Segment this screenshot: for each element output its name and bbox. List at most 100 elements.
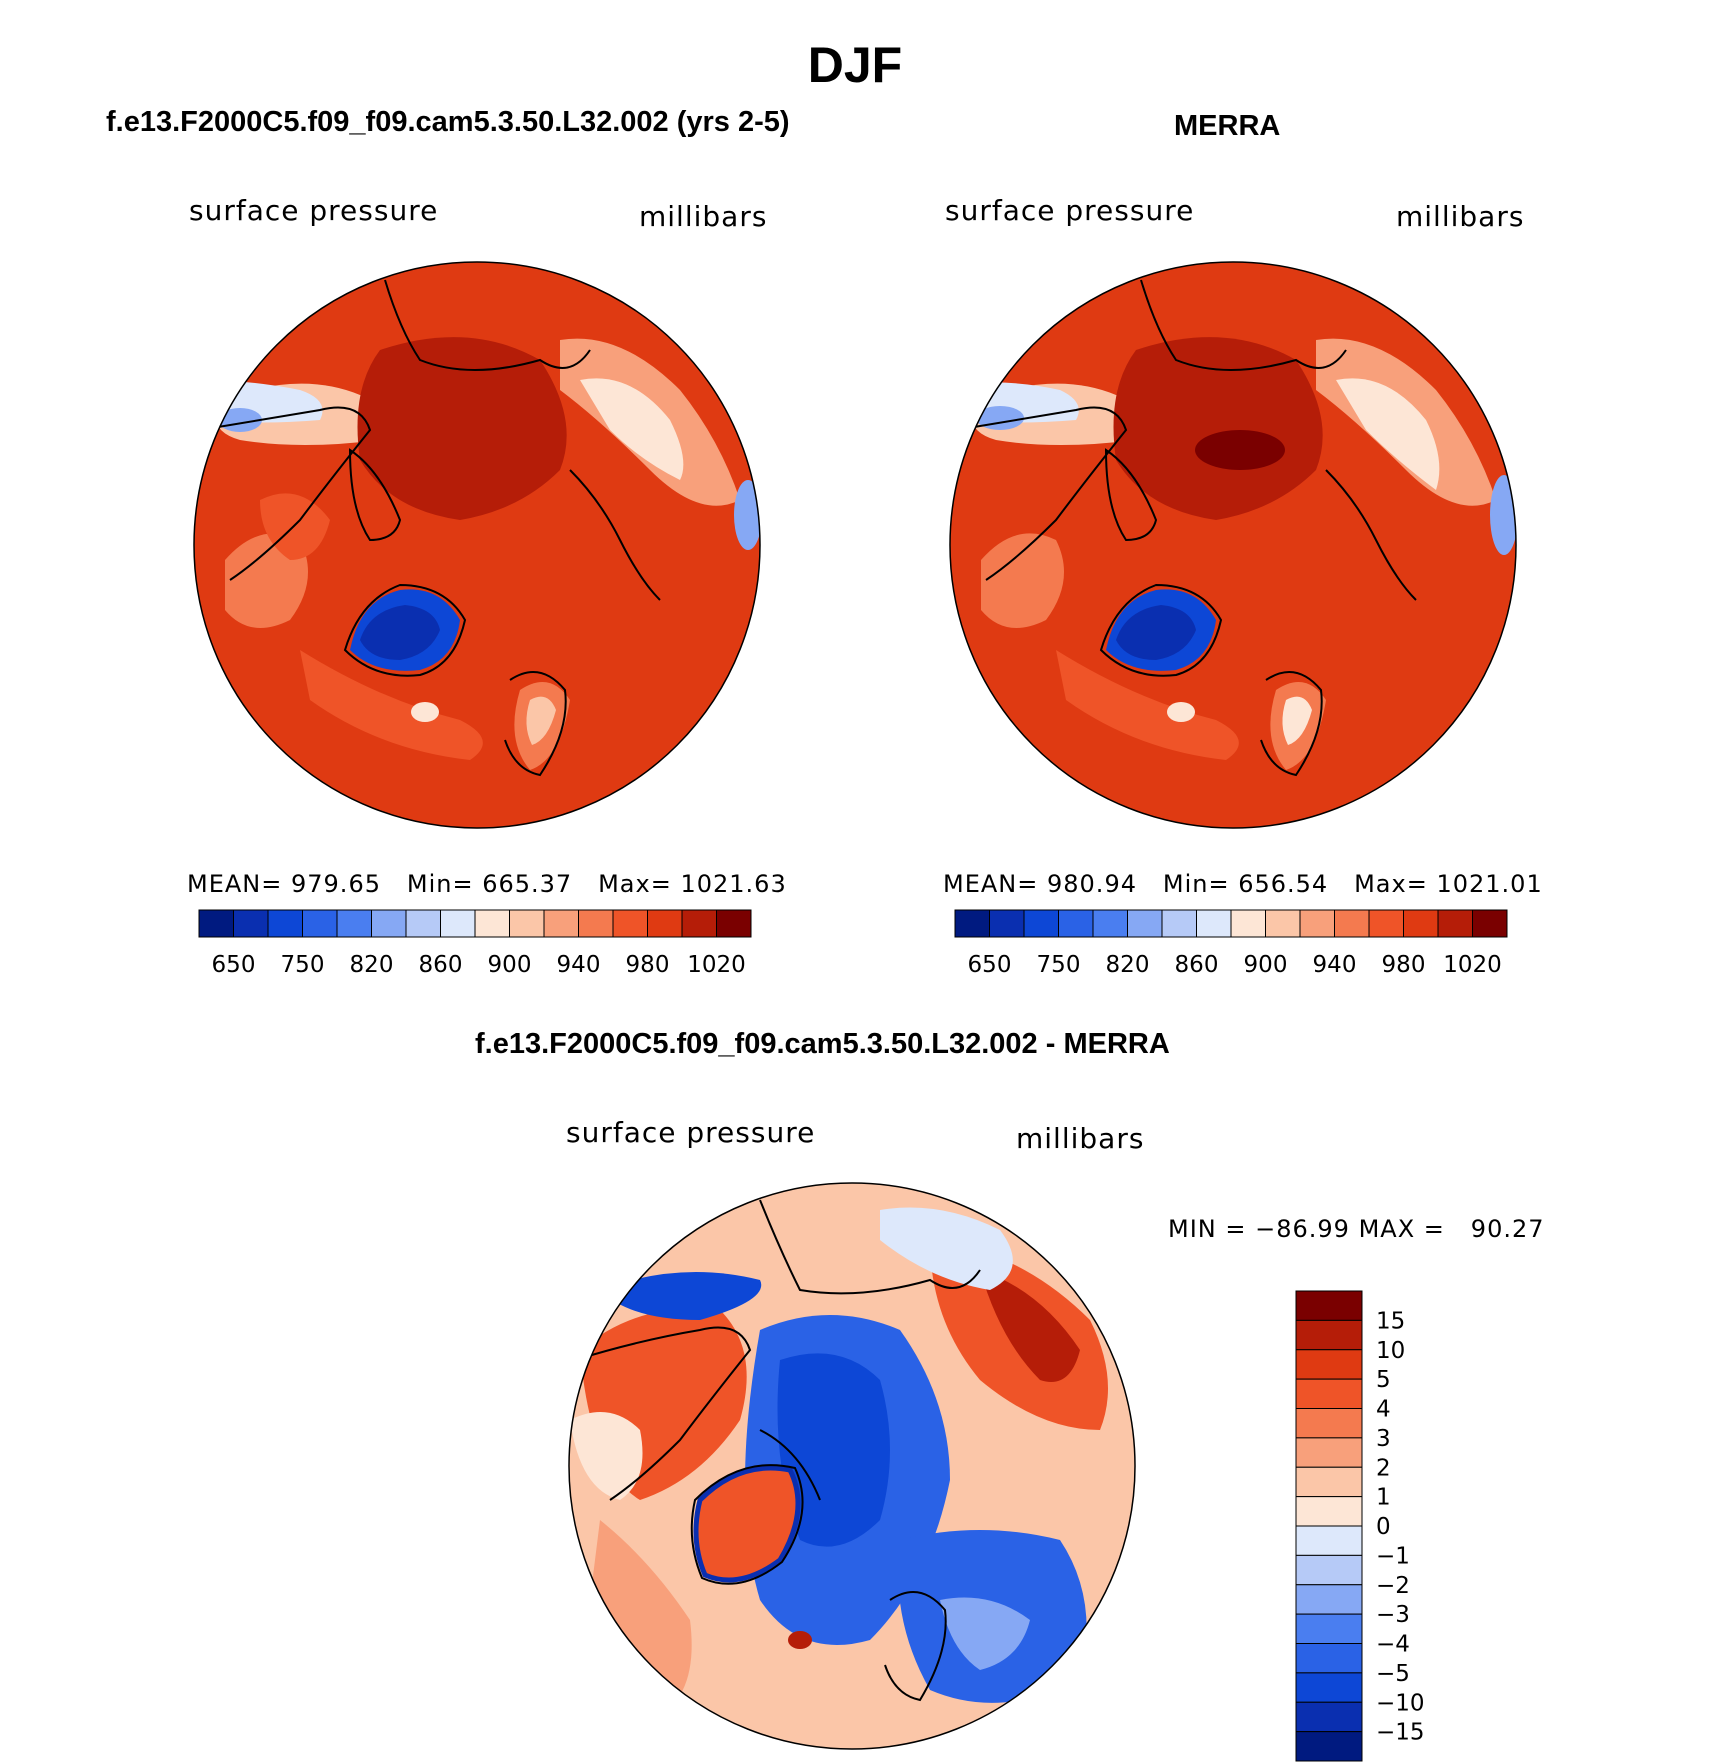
panel-3-colorbar-swatch: [1295, 1701, 1363, 1733]
panel-2-coastline-e: [1325, 469, 1417, 601]
panel-3-colorbar-swatch: [1295, 1584, 1363, 1615]
panel-3-units-label: millibars: [1016, 1122, 1145, 1155]
panel-1-field-label: surface pressure: [189, 194, 439, 227]
panel-3-map: [569, 1183, 1135, 1749]
panel-3-field-label: surface pressure: [566, 1116, 816, 1149]
panel-3-colorbar-tick-label: −5: [1376, 1661, 1410, 1687]
panel-3-pacific-diff: [880, 1207, 1013, 1290]
panel-2-colorbar-swatch: [1058, 909, 1094, 938]
panel-1-colorbar-swatch: [578, 909, 614, 938]
panel-3-colorbar-swatch: [1295, 1378, 1363, 1409]
panel-1-colorbar-swatch: [336, 909, 372, 938]
panel-2-coastline-a: [1104, 448, 1158, 542]
panel-2-colorbar-swatch: [1196, 909, 1232, 938]
panel-3-iceland-diff: [788, 1631, 812, 1649]
panel-2-colorbar-tick-label: 940: [1313, 952, 1357, 978]
panel-1-colorbar-swatch: [267, 909, 303, 938]
panel-3-colorbar-swatch: [1295, 1613, 1363, 1644]
panel-1-colorbar-swatch: [198, 909, 234, 938]
panel-3-stats: MIN = −86.99 MAX = 90.27: [1168, 1215, 1545, 1243]
panel-3-colorbar-swatch: [1295, 1290, 1363, 1321]
panel-3-min-value: −86.99: [1255, 1215, 1350, 1243]
panel-2-min-value: 656.54: [1238, 870, 1329, 898]
panel-3-colorbar-swatch: [1295, 1466, 1363, 1498]
panel-2-title: MERRA: [1174, 110, 1281, 142]
panel-3-colorbar-tick-label: 2: [1376, 1455, 1391, 1481]
panel-2-greenland-core: [1116, 605, 1196, 660]
panel-1-coastline-a: [348, 448, 402, 542]
panel-3-colorbar-swatch: [1295, 1496, 1363, 1527]
panel-1-max-label: Max=: [598, 870, 672, 898]
panel-3-colorbar-swatch: [1295, 1643, 1363, 1674]
panel-1-scandinavia-high: [526, 696, 556, 745]
panel-1-canada-arch: [260, 493, 330, 560]
panel-2-min-label: Min=: [1162, 870, 1230, 898]
panel-3-colorbar-tick-label: 0: [1376, 1514, 1391, 1540]
panel-3-colorbar-tick-label: −1: [1376, 1543, 1410, 1569]
panel-1-stats: MEAN= 979.65 Min= 665.37 Max= 1021.63: [187, 870, 787, 898]
panel-2-field-label: surface pressure: [945, 194, 1195, 227]
panel-2-colorbar-swatch: [954, 909, 990, 938]
panel-1-units-label: millibars: [639, 200, 768, 233]
panel-1-colorbar-swatch: [405, 909, 441, 938]
panel-3-greenland-coast: [690, 1464, 804, 1585]
panel-2-colorbar-swatch: [989, 909, 1025, 938]
panel-2-map-border: [949, 261, 1517, 829]
panel-3-colorbar-tick-label: 1: [1376, 1485, 1391, 1511]
panel-1-colorbar-swatch: [543, 909, 579, 938]
panel-3-colorbar-tick-label: 15: [1376, 1308, 1405, 1334]
panel-3-map-border: [568, 1182, 1136, 1750]
panel-3-colorbar-swatch: [1295, 1672, 1363, 1703]
panel-1-title: f.e13.F2000C5.f09_f09.cam5.3.50.L32.002 …: [106, 106, 790, 138]
panel-2-max-value: 1021.01: [1436, 870, 1543, 898]
panel-1-colorbar-swatch: [509, 909, 545, 938]
panel-3-coastline-a: [759, 1429, 821, 1501]
panel-1-colorbar-swatch: [474, 909, 510, 938]
panel-3-colorbar-tick-label: −2: [1376, 1573, 1410, 1599]
panel-1-mean-label: MEAN=: [187, 870, 283, 898]
panel-1-colorbar-swatch: [440, 909, 476, 938]
panel-1-colorbar-tick-label: 860: [419, 952, 463, 978]
panel-1-max-value: 1021.63: [680, 870, 787, 898]
panel-2-colorbar-swatch: [1127, 909, 1163, 938]
panel-1-colorbar-tick-label: 750: [281, 952, 325, 978]
panel-1-min-label: Min=: [406, 870, 474, 898]
panel-3-colorbar-swatch: [1295, 1437, 1363, 1468]
panel-1-map-border: [193, 261, 761, 829]
panel-1-colorbar-tick-label: 650: [212, 952, 256, 978]
panel-2-colorbar-swatch: [1230, 909, 1266, 938]
panel-2-atlantic-band: [1056, 650, 1239, 760]
panel-3-rockies-max: [980, 1270, 1080, 1382]
panel-3-colorbar-tick-label: 10: [1376, 1338, 1405, 1364]
panel-3-colorbar-tick-label: −15: [1376, 1720, 1425, 1746]
panel-2-colorbar-tick-label: 900: [1244, 952, 1288, 978]
panel-1-colorbar-swatch: [647, 909, 683, 938]
panel-2-colorbar-tick-label: 1020: [1443, 952, 1502, 978]
panel-3-colorbar-swatch: [1295, 1554, 1363, 1586]
panel-1-colorbar-tick-label: 980: [626, 952, 670, 978]
panel-2-greenland-coast: [1099, 583, 1223, 677]
page-title: DJF: [807, 37, 903, 93]
panel-2-mean-value: 980.94: [1047, 870, 1137, 898]
panel-2-colorbar-swatch: [1092, 909, 1128, 938]
panel-3-siberia-coast-diff: [600, 1272, 762, 1320]
panel-3-colorbar-tick-label: 4: [1376, 1397, 1391, 1423]
panel-3-colorbar-swatch: [1295, 1408, 1363, 1439]
panel-1-colorbar-swatch: [233, 909, 269, 938]
panel-3-coastline-c: [574, 1326, 752, 1501]
panel-2-iceland: [1167, 702, 1195, 722]
panel-3-greenland-diff: [696, 1468, 798, 1580]
panel-2-colorbar-tick-label: 750: [1037, 952, 1081, 978]
panel-2-colorbar-swatch: [1161, 909, 1197, 938]
panel-1-coastline-e: [569, 469, 661, 601]
panel-3-max-label: MAX =: [1358, 1215, 1445, 1243]
panel-3-colorbar-tick-label: −4: [1376, 1632, 1410, 1658]
panel-2-colorbar-swatch: [1437, 909, 1473, 938]
panel-1-colorbar-swatch: [371, 909, 407, 938]
panel-2-stats: MEAN= 980.94 Min= 656.54 Max= 1021.01: [943, 870, 1543, 898]
panel-1-coastline-b: [384, 279, 591, 371]
panel-2-colorbar-swatch: [1023, 909, 1059, 938]
panel-1-colorbar-swatch: [612, 909, 648, 938]
panel-2-siberia-east: [981, 533, 1064, 628]
